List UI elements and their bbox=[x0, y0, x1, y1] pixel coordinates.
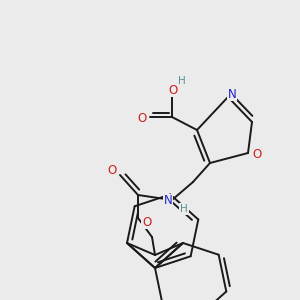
Text: O: O bbox=[252, 148, 262, 160]
Text: O: O bbox=[137, 112, 147, 124]
Text: N: N bbox=[228, 88, 236, 100]
Text: O: O bbox=[168, 83, 178, 97]
Text: O: O bbox=[142, 215, 152, 229]
Text: O: O bbox=[107, 164, 117, 178]
Text: H: H bbox=[180, 204, 188, 214]
Text: H: H bbox=[178, 76, 186, 86]
Text: N: N bbox=[164, 194, 172, 208]
